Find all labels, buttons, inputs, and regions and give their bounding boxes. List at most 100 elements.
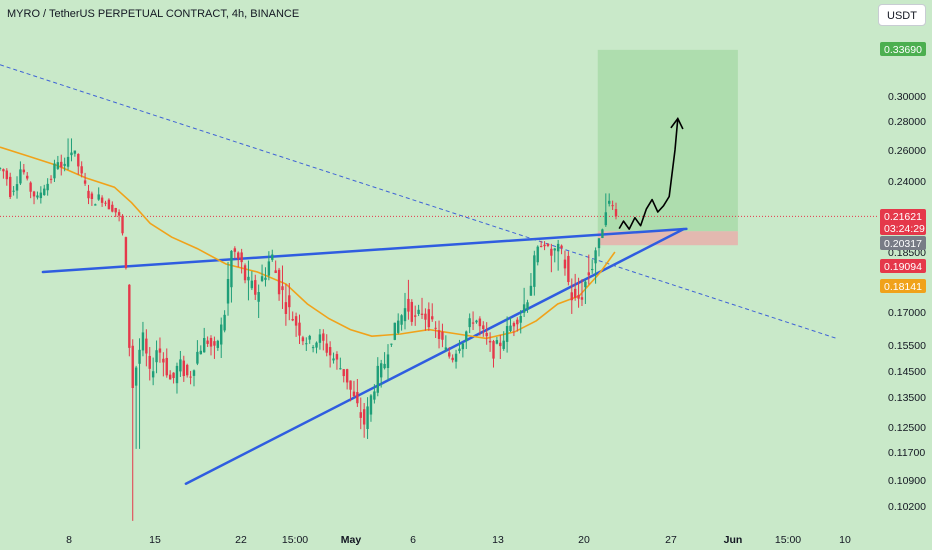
candle[interactable] [87, 184, 90, 205]
candle[interactable] [533, 250, 536, 296]
candle[interactable] [516, 317, 519, 332]
candle[interactable] [345, 368, 349, 390]
candle[interactable] [577, 277, 580, 308]
candle[interactable] [448, 347, 451, 359]
candle[interactable] [5, 168, 9, 186]
candle[interactable] [203, 327, 206, 353]
candle[interactable] [19, 161, 22, 186]
candle[interactable] [328, 341, 332, 368]
candle[interactable] [417, 304, 420, 317]
candle[interactable] [66, 138, 70, 170]
candle[interactable] [111, 201, 114, 213]
candle[interactable] [158, 337, 162, 363]
candle[interactable] [134, 365, 138, 449]
candle[interactable] [117, 209, 121, 222]
candle[interactable] [237, 251, 240, 268]
candle[interactable] [431, 303, 434, 322]
candle[interactable] [529, 273, 533, 296]
candle[interactable] [458, 339, 461, 354]
candle[interactable] [482, 321, 485, 337]
candle[interactable] [168, 370, 172, 380]
candle[interactable] [584, 279, 587, 304]
candle[interactable] [553, 247, 556, 263]
candle[interactable] [305, 337, 308, 351]
candle[interactable] [43, 184, 46, 196]
candle[interactable] [128, 284, 131, 357]
candle[interactable] [192, 369, 196, 387]
candle[interactable] [601, 228, 604, 239]
candle[interactable] [291, 311, 294, 322]
candle[interactable] [556, 239, 560, 271]
target-zone[interactable] [597, 49, 738, 232]
candle[interactable] [104, 200, 107, 207]
candle[interactable] [499, 334, 502, 359]
candle[interactable] [80, 161, 83, 178]
candle[interactable] [216, 339, 220, 351]
candle[interactable] [301, 335, 305, 346]
candle[interactable] [311, 345, 315, 353]
candle[interactable] [196, 340, 199, 366]
candle[interactable] [424, 308, 427, 331]
candle[interactable] [60, 154, 63, 176]
candle[interactable] [379, 359, 383, 388]
candle[interactable] [39, 186, 43, 204]
candle[interactable] [444, 335, 448, 352]
candle[interactable] [250, 271, 254, 291]
candle[interactable] [597, 238, 601, 257]
candle[interactable] [390, 343, 393, 347]
candle[interactable] [73, 150, 77, 157]
candle[interactable] [485, 322, 488, 345]
candle[interactable] [49, 175, 53, 184]
candle[interactable] [94, 203, 97, 206]
candle[interactable] [165, 348, 168, 378]
projection-path[interactable] [618, 118, 679, 230]
candle[interactable] [274, 260, 277, 274]
candle[interactable] [271, 249, 274, 262]
candle[interactable] [410, 299, 414, 326]
candle[interactable] [63, 157, 66, 172]
candle[interactable] [124, 236, 128, 270]
candle[interactable] [100, 195, 104, 207]
candle[interactable] [468, 313, 471, 334]
candle[interactable] [315, 341, 318, 354]
candle[interactable] [267, 251, 271, 281]
candle[interactable] [414, 305, 417, 326]
candle[interactable] [230, 250, 233, 303]
candle[interactable] [611, 200, 614, 211]
candle[interactable] [339, 357, 342, 370]
candle[interactable] [604, 193, 608, 227]
candle[interactable] [32, 190, 36, 205]
candle[interactable] [590, 259, 594, 274]
candle[interactable] [512, 321, 516, 337]
candle[interactable] [403, 292, 407, 330]
candle[interactable] [145, 329, 148, 367]
candle[interactable] [325, 334, 328, 357]
candle[interactable] [488, 332, 492, 352]
candle[interactable] [233, 246, 237, 259]
trendline-1[interactable] [41, 227, 688, 274]
candle[interactable] [560, 244, 563, 255]
candle[interactable] [308, 334, 311, 344]
candle[interactable] [393, 322, 396, 341]
candle[interactable] [182, 355, 185, 382]
candle[interactable] [546, 242, 550, 248]
candle[interactable] [342, 369, 345, 383]
candle[interactable] [434, 321, 437, 338]
candle[interactable] [220, 317, 223, 358]
candle[interactable] [495, 336, 499, 345]
candle[interactable] [189, 370, 192, 385]
candle[interactable] [383, 352, 386, 370]
candle[interactable] [56, 155, 60, 170]
candle[interactable] [461, 342, 465, 358]
candle[interactable] [107, 198, 111, 210]
candle[interactable] [36, 191, 39, 200]
moving-average-line[interactable] [0, 146, 616, 340]
candle[interactable] [614, 202, 618, 220]
candle[interactable] [465, 330, 468, 349]
candle[interactable] [522, 287, 526, 317]
currency-selector-button[interactable]: USDT [878, 4, 926, 26]
candle[interactable] [155, 340, 158, 374]
candle[interactable] [26, 172, 29, 181]
candle[interactable] [437, 320, 441, 349]
candle[interactable] [492, 339, 495, 368]
